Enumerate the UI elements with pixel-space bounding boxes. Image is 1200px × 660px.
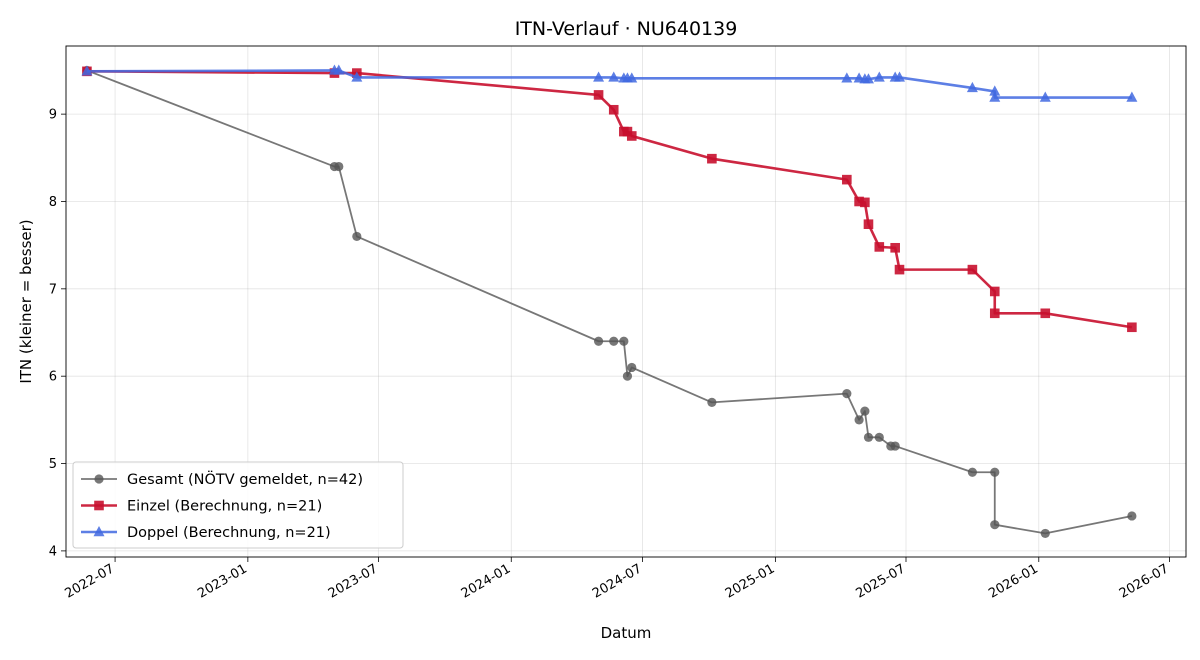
data-point bbox=[627, 362, 637, 373]
legend-swatch-marker bbox=[94, 500, 104, 511]
data-point bbox=[593, 336, 604, 346]
legend-swatch-marker bbox=[93, 526, 105, 537]
data-point bbox=[593, 71, 605, 82]
data-point bbox=[707, 153, 717, 164]
data-point bbox=[1040, 528, 1050, 539]
data-point bbox=[890, 441, 900, 451]
y-tick-label: 7 bbox=[49, 282, 57, 297]
data-point bbox=[626, 72, 638, 83]
data-point bbox=[841, 72, 853, 83]
data-point bbox=[966, 81, 978, 93]
data-point bbox=[967, 467, 977, 477]
data-point bbox=[707, 397, 717, 407]
data-point bbox=[593, 90, 604, 100]
y-tick-label: 8 bbox=[49, 195, 57, 210]
data-point bbox=[894, 264, 905, 275]
data-point bbox=[860, 197, 870, 208]
legend: Gesamt (NÖTV gemeldet, n=42) Einzel (Bere… bbox=[72, 461, 404, 549]
data-point bbox=[351, 71, 363, 82]
data-point bbox=[873, 71, 885, 82]
data-point bbox=[608, 104, 619, 115]
data-point bbox=[989, 286, 1000, 297]
data-point bbox=[842, 174, 852, 185]
data-point bbox=[1127, 511, 1137, 521]
legend-box bbox=[72, 461, 404, 549]
data-point bbox=[989, 85, 1001, 96]
data-point bbox=[863, 432, 874, 442]
series-circle bbox=[82, 65, 1137, 539]
series-square bbox=[82, 66, 1137, 333]
data-point bbox=[990, 467, 1000, 477]
data-point bbox=[862, 73, 874, 84]
data-point bbox=[619, 336, 629, 346]
data-point bbox=[989, 308, 1000, 319]
data-point bbox=[622, 371, 633, 381]
data-point bbox=[854, 415, 864, 425]
y-tick-label: 9 bbox=[49, 108, 57, 123]
data-point bbox=[626, 131, 637, 141]
data-point bbox=[1127, 322, 1137, 333]
x-axis-title: Datum bbox=[601, 624, 652, 642]
chart-title: ITN-Verlauf · NU640139 bbox=[515, 18, 738, 40]
series-triangle bbox=[81, 64, 1138, 102]
legend-swatch-marker bbox=[94, 474, 104, 484]
y-tick-label: 4 bbox=[49, 544, 57, 559]
series-line bbox=[86, 69, 1133, 535]
data-point bbox=[1040, 308, 1051, 319]
data-point bbox=[890, 242, 900, 253]
data-point bbox=[990, 520, 1000, 530]
data-point bbox=[854, 196, 864, 207]
series-layer bbox=[81, 64, 1138, 539]
data-point bbox=[967, 264, 978, 275]
data-point bbox=[609, 336, 619, 346]
legend-label: Doppel (Berechnung, n=21) bbox=[127, 525, 331, 541]
data-point bbox=[989, 91, 1001, 102]
data-point bbox=[894, 71, 906, 82]
grid bbox=[66, 46, 1186, 557]
data-point bbox=[334, 161, 344, 172]
legend-label: Gesamt (NÖTV gemeldet, n=42) bbox=[127, 470, 363, 488]
y-tick-label: 5 bbox=[49, 457, 57, 472]
plot-frame bbox=[65, 45, 1187, 558]
data-point bbox=[1039, 91, 1051, 102]
legend-label: Einzel (Berechnung, n=21) bbox=[127, 499, 322, 515]
data-point bbox=[860, 406, 870, 416]
data-point bbox=[608, 71, 620, 82]
data-point bbox=[842, 389, 852, 399]
data-point bbox=[874, 242, 885, 252]
data-point bbox=[1126, 91, 1138, 102]
data-point bbox=[874, 432, 884, 442]
y-axis-title: ITN (kleiner = besser) bbox=[17, 219, 35, 383]
data-point bbox=[352, 231, 362, 242]
y-tick-label: 6 bbox=[49, 370, 57, 385]
data-point bbox=[81, 65, 93, 76]
data-point bbox=[863, 219, 874, 229]
data-point bbox=[333, 64, 345, 75]
